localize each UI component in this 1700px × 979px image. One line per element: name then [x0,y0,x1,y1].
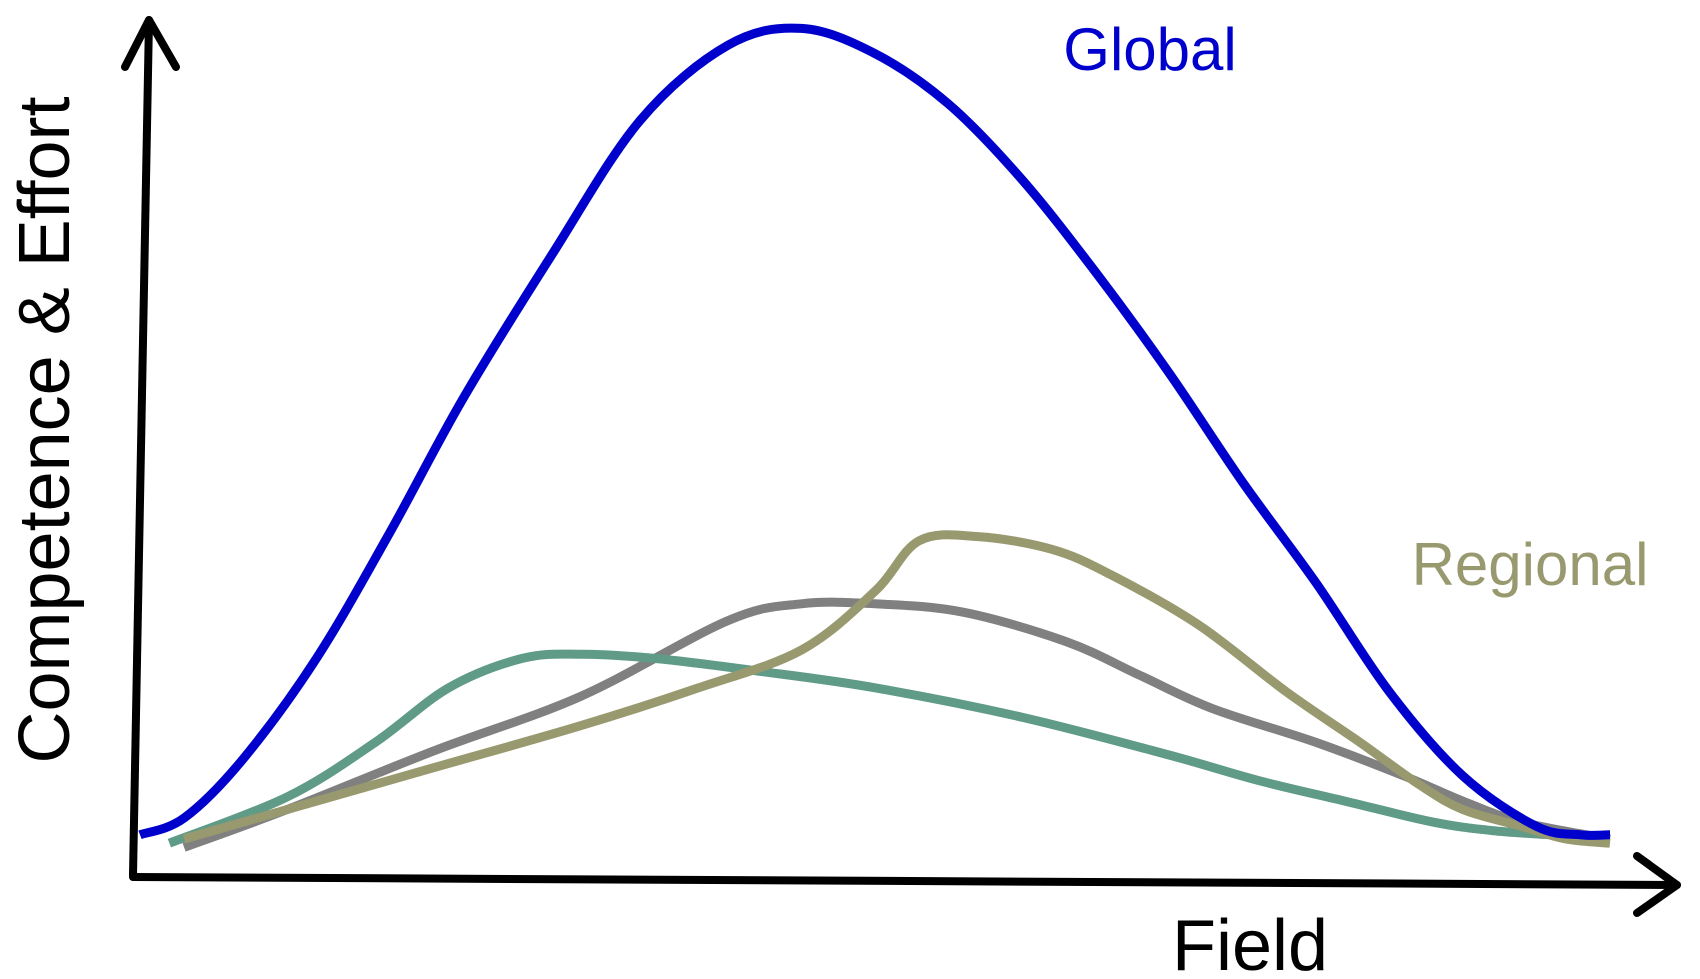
series-label-global: Global [1063,16,1236,83]
series-line-global [138,23,1611,840]
x-axis-label: Field [1172,906,1328,979]
series-line-regional [182,530,1611,848]
x-axis-arrowhead [1633,852,1681,917]
x-axis-line [129,873,1681,889]
series-line-unlabeled-3 [167,649,1552,848]
y-axis-label: Competence & Effort [5,96,85,763]
y-axis-line [129,16,153,879]
series-layer [138,23,1611,852]
y-axis-arrowhead [121,16,180,71]
axes [121,16,1681,917]
series-label-regional: Regional [1412,531,1649,598]
